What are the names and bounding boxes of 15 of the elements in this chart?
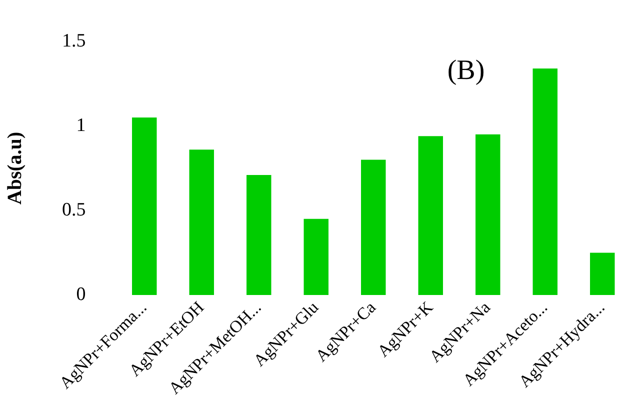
y-tick-label: 1.5: [62, 30, 86, 52]
y-tick-label: 0: [76, 284, 86, 305]
bar: [189, 150, 214, 295]
bar: [246, 174, 272, 295]
bar: [361, 160, 386, 295]
bar: [304, 218, 328, 295]
y-tick-label: 0.5: [62, 199, 86, 220]
bar: [132, 117, 157, 295]
bar: [590, 252, 615, 295]
bar: [418, 136, 443, 295]
y-tick-label: 1: [76, 114, 86, 136]
bar: [476, 134, 500, 295]
bar: [532, 68, 558, 295]
annotation: (B): [447, 54, 485, 86]
y-axis-title: Abs(a.u): [4, 132, 26, 205]
